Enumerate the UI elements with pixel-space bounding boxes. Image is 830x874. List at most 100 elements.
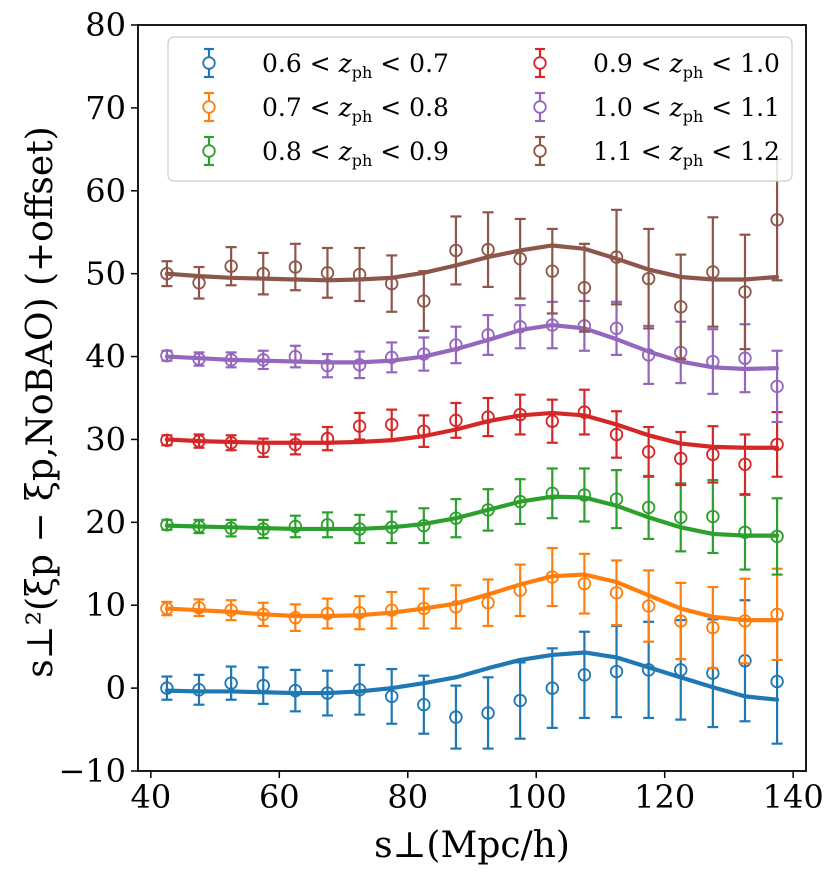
legend-marker (202, 100, 216, 114)
x-tick-label: 120 (634, 778, 695, 816)
data-point (641, 271, 656, 286)
data-point (577, 576, 592, 591)
data-point (224, 259, 238, 273)
y-tick-label: 70 (85, 89, 126, 127)
legend-marker (533, 144, 547, 158)
data-point (192, 601, 206, 615)
data-point (770, 213, 784, 227)
data-point (770, 674, 784, 689)
axes-frame (137, 24, 807, 772)
legend-label: 0.9 < zph < 1.0 (593, 49, 780, 82)
data-point (641, 500, 656, 515)
legend-label: 1.1 < zph < 1.2 (593, 137, 780, 170)
y-tick-label: 50 (85, 255, 126, 293)
model-curve (164, 572, 780, 623)
data-point (577, 281, 592, 295)
x-tick-label: 100 (506, 778, 567, 816)
y-tick-label: 10 (85, 586, 126, 624)
x-tick-label: 40 (130, 778, 171, 816)
data-point (449, 413, 463, 428)
data-point (320, 606, 335, 621)
series-2 (160, 546, 784, 670)
legend-entry: 0.6 < zph < 0.7 (202, 47, 449, 82)
legend-entry: 1.1 < zph < 1.2 (533, 135, 780, 170)
legend-marker (202, 144, 216, 158)
data-point (738, 525, 752, 539)
y-tick-label: 30 (85, 420, 126, 458)
x-axis-label: s⊥(Mpc/h) (374, 825, 570, 866)
y-tick-label: 20 (85, 503, 126, 541)
data-point (320, 358, 335, 373)
plot-area (160, 158, 784, 750)
data-point (481, 706, 495, 720)
data-point (609, 427, 624, 442)
data-point (577, 668, 592, 682)
axes: 40 60 80 100 120 140 −10 0 10 20 30 40 50 60 70 80 (58, 6, 823, 816)
y-axis-label: s⊥²(ξp − ξp,NoBAO) (+offset) (20, 126, 61, 677)
legend-label: 0.7 < zph < 0.8 (262, 93, 449, 126)
model-curve (164, 650, 780, 702)
data-point (545, 486, 559, 501)
data-point (385, 689, 399, 704)
data-point (513, 693, 527, 708)
data-point (481, 596, 495, 610)
data-point (513, 252, 527, 266)
model-curve (164, 410, 780, 450)
model-curve (164, 494, 780, 538)
x-tick-label: 80 (387, 778, 428, 816)
data-point (674, 300, 688, 314)
axis-labels: s⊥(Mpc/h) s⊥²(ξp − ξp,NoBAO) (+offset) (20, 126, 570, 866)
data-point (352, 419, 367, 433)
data-point (545, 264, 559, 278)
y-tick-label: 60 (85, 172, 126, 210)
data-point (770, 437, 784, 452)
data-point (577, 488, 592, 502)
data-point (352, 358, 367, 372)
model-curve (164, 243, 780, 283)
series-6 (160, 158, 784, 361)
data-point (674, 510, 688, 525)
data-point (160, 681, 174, 695)
data-point (545, 681, 559, 695)
data-point (417, 294, 431, 308)
legend-box (167, 36, 793, 182)
data-point (449, 600, 463, 614)
data-point (706, 620, 720, 635)
data-point (577, 405, 592, 419)
data-point (288, 260, 303, 274)
data-point (417, 697, 431, 712)
legend-entry: 0.9 < zph < 1.0 (533, 47, 780, 82)
x-tick-label: 60 (259, 778, 300, 816)
data-point (706, 509, 720, 524)
data-point (641, 445, 656, 459)
legend-label: 0.8 < zph < 0.9 (262, 137, 449, 170)
y-tick-label: 80 (85, 6, 126, 44)
legend: 0.6 < zph < 0.7 0.7 < zph < 0.8 0.8 < zph … (167, 36, 793, 182)
legend-label: 0.6 < zph < 0.7 (262, 49, 449, 82)
legend-marker (533, 100, 547, 114)
legend-entry: 0.7 < zph < 0.8 (202, 91, 449, 126)
legend-label: 1.0 < zph < 1.1 (593, 93, 780, 126)
data-point (609, 586, 624, 600)
data-point (609, 321, 624, 336)
data-point (770, 379, 784, 394)
data-point (288, 683, 303, 698)
y-tick-label: −10 (58, 752, 126, 790)
legend-entry: 1.0 < zph < 1.1 (533, 91, 780, 126)
data-point (385, 350, 399, 365)
legend-marker (533, 56, 547, 70)
data-point (288, 519, 303, 534)
data-point (449, 710, 463, 724)
data-point (449, 243, 463, 258)
legend-marker (202, 56, 216, 70)
y-tick-label: 0 (106, 669, 126, 707)
x-tick-label: 140 (763, 778, 824, 816)
data-point (641, 599, 656, 613)
data-point (224, 676, 238, 690)
data-point (385, 417, 399, 432)
data-point (738, 457, 752, 472)
series-3 (160, 467, 784, 576)
data-point (513, 320, 527, 334)
data-point (674, 614, 688, 628)
